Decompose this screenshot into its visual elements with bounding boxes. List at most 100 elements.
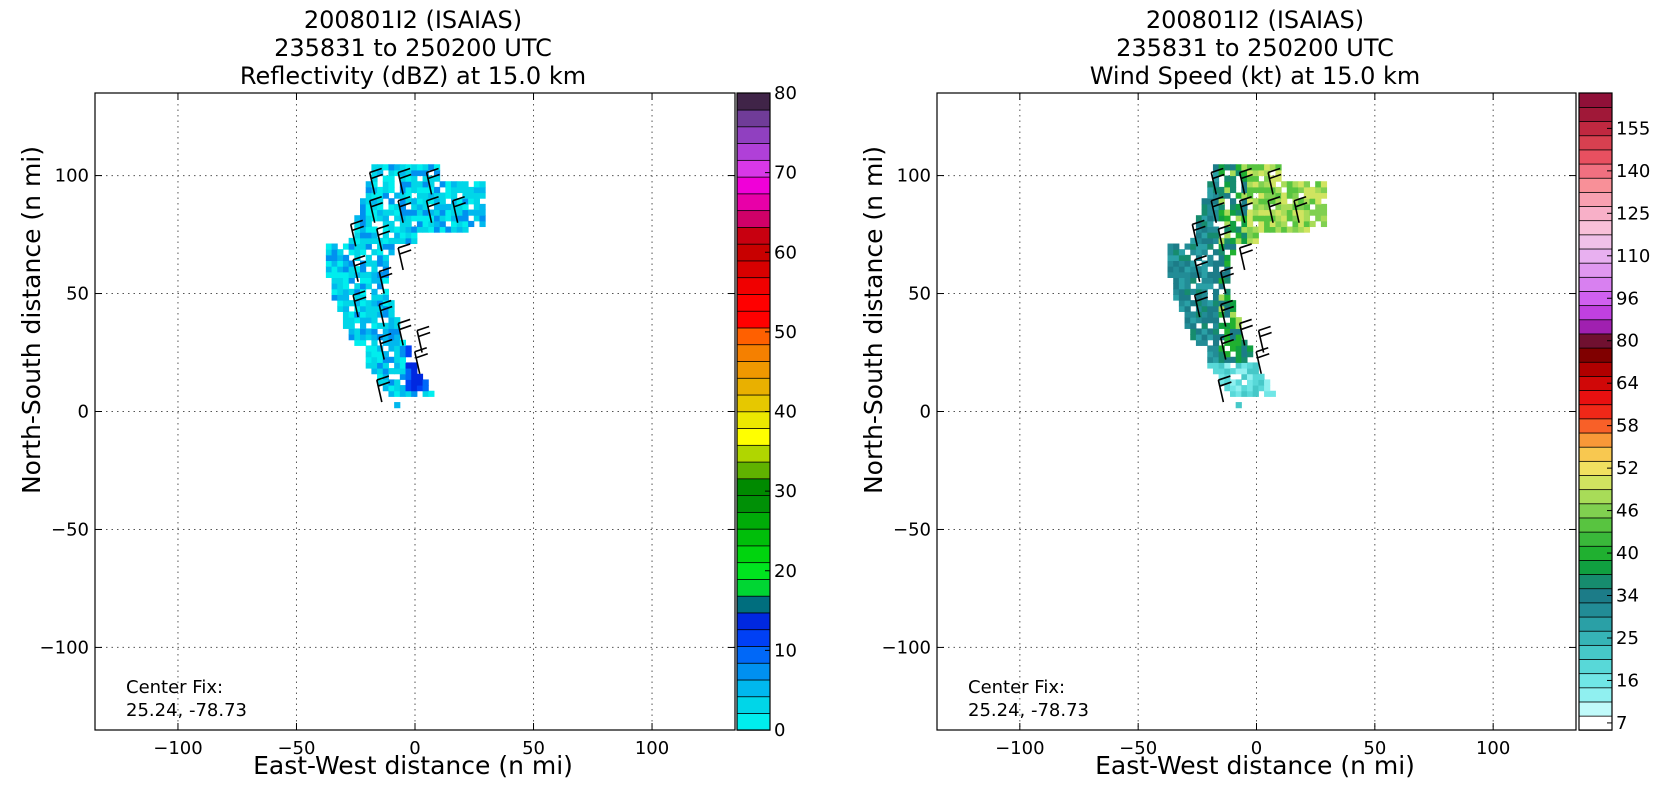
- colorbar-tick-label: 30: [774, 481, 797, 502]
- colorbar-swatch: [1578, 531, 1613, 547]
- echo-cell: [1247, 192, 1254, 199]
- echo-cell: [411, 209, 418, 216]
- echo-cell: [394, 215, 401, 222]
- echo-cell: [1315, 203, 1322, 211]
- echo-cell: [405, 362, 412, 369]
- echo-cell: [405, 198, 412, 205]
- echo-cell: [365, 226, 372, 233]
- echo-cell: [1309, 186, 1316, 194]
- wind-barb-flag: [369, 167, 382, 174]
- echo-cell: [411, 186, 418, 194]
- echo-cell: [1212, 260, 1220, 267]
- echo-cell: [1173, 243, 1180, 250]
- echo-cell: [360, 243, 367, 250]
- echo-cell: [399, 175, 407, 182]
- echo-cell: [1235, 232, 1242, 239]
- colorbar-tick-label: 155: [1616, 118, 1650, 139]
- echo-cell: [354, 305, 361, 312]
- echo-cell: [1212, 164, 1220, 171]
- echo-cell: [1275, 203, 1282, 211]
- echo-cell: [1212, 232, 1220, 239]
- echo-cell: [416, 203, 424, 211]
- echo-cell: [1207, 300, 1214, 307]
- echo-cell: [365, 254, 372, 262]
- echo-cell: [1229, 322, 1237, 329]
- echo-cell: [1247, 345, 1254, 352]
- echo-cell: [394, 402, 401, 409]
- echo-cell: [1241, 220, 1248, 228]
- colorbar-tick-label: 50: [774, 322, 797, 343]
- echo-cell: [399, 164, 407, 171]
- echo-cell: [394, 192, 401, 199]
- echo-cell: [1235, 356, 1242, 363]
- echo-cell: [433, 186, 441, 194]
- echo-cell: [1264, 226, 1271, 233]
- wind-barb-flag: [416, 325, 430, 332]
- echo-cell: [1252, 362, 1259, 369]
- colorbar-tick-label: 40: [774, 402, 797, 423]
- echo-cell: [445, 226, 452, 233]
- echo-cell: [1258, 373, 1265, 380]
- echo-cell: [1298, 203, 1305, 211]
- echo-cell: [1218, 260, 1225, 267]
- echo-cell: [1178, 277, 1186, 284]
- echo-cell: [1247, 373, 1254, 380]
- wind-barb-flag: [378, 332, 392, 339]
- echo-cell: [1264, 169, 1271, 177]
- echo-cell: [416, 220, 424, 228]
- echo-cell: [1286, 226, 1293, 233]
- echo-cell: [365, 181, 372, 188]
- echo-cell: [1224, 351, 1231, 358]
- echo-cell: [1269, 220, 1276, 228]
- echo-cell: [1247, 232, 1254, 239]
- echo-cell: [1178, 271, 1186, 278]
- echo-cell: [331, 271, 338, 278]
- echo-cell: [1229, 220, 1237, 228]
- echo-cell: [1258, 220, 1265, 228]
- axis-ticks: −100 −50 0 50 100 −100 −50 0 50 100: [882, 93, 1576, 759]
- echo-cell: [399, 203, 407, 211]
- colorbar-swatch: [736, 444, 771, 463]
- echo-cell: [354, 220, 361, 228]
- echo-cell: [1292, 226, 1299, 233]
- echo-cell: [1224, 362, 1231, 369]
- echo-cell: [348, 271, 355, 278]
- echo-cell: [348, 334, 355, 341]
- colorbar-tick-label: 110: [1616, 246, 1650, 267]
- echo-cell: [1207, 328, 1214, 335]
- colorbar-tick-label: 80: [774, 83, 797, 104]
- echo-cell: [388, 198, 395, 205]
- echo-cell: [1201, 203, 1208, 211]
- echo-cell: [360, 305, 367, 312]
- echo-cell: [1201, 311, 1208, 318]
- echo-cell: [1235, 379, 1242, 386]
- wind-barb-flag: [1211, 167, 1224, 174]
- echo-cell: [1212, 226, 1220, 233]
- echo-cell: [399, 356, 407, 363]
- echo-cell: [388, 243, 395, 250]
- wind-barb-staff: [368, 172, 376, 195]
- echo-cell: [1252, 169, 1259, 177]
- echo-cell: [394, 368, 401, 375]
- wind-barb-flag: [1269, 173, 1282, 180]
- echo-cell: [382, 368, 389, 375]
- echo-cell: [1247, 181, 1254, 188]
- echo-cell: [1218, 164, 1225, 171]
- echo-cell: [1201, 305, 1208, 312]
- echo-cell: [468, 220, 475, 228]
- echo-cell: [342, 294, 350, 301]
- echo-cell: [1247, 175, 1254, 182]
- echo-cell: [1275, 175, 1282, 182]
- echo-cell: [365, 220, 372, 228]
- echo-cell: [388, 186, 395, 194]
- echo-cell: [399, 220, 407, 228]
- echo-cell: [1207, 243, 1214, 250]
- echo-cell: [1315, 209, 1322, 216]
- echo-cell: [405, 175, 412, 182]
- echo-cell: [405, 385, 412, 392]
- colorbar-swatch: [1578, 262, 1613, 278]
- echo-cell: [468, 192, 475, 199]
- echo-cell: [1229, 164, 1237, 171]
- echo-cell: [1229, 339, 1237, 346]
- echo-cell: [1212, 288, 1220, 295]
